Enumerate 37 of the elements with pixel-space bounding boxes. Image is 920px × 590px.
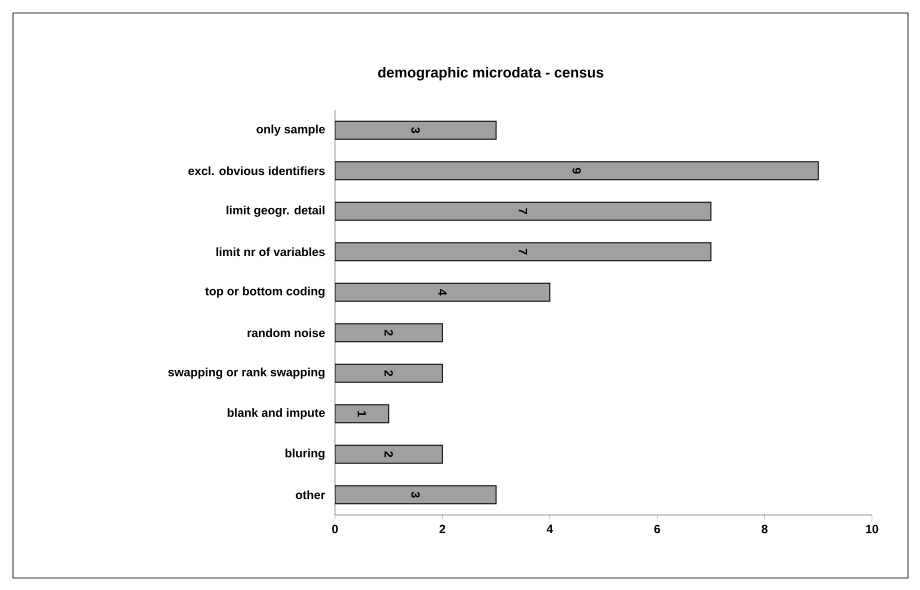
- y-tick-label: limit nr of variables: [216, 247, 325, 256]
- bar: [335, 323, 443, 342]
- x-tick-label: 8: [762, 524, 768, 534]
- x-tick-label: 10: [866, 524, 878, 534]
- y-tick-label: bluring: [286, 448, 324, 460]
- bar: [335, 404, 390, 424]
- data-label: 7: [518, 248, 528, 255]
- y-tick-label: swapping or rank swapping: [168, 368, 324, 379]
- bar: [335, 485, 497, 504]
- data-label: 2: [384, 330, 393, 336]
- data-label: 1: [358, 411, 366, 417]
- bar: [335, 120, 497, 140]
- bar: [335, 242, 712, 262]
- bar: [335, 444, 443, 464]
- data-label: 9: [572, 168, 581, 174]
- data-label: 4: [438, 289, 447, 296]
- data-label: 2: [384, 451, 393, 458]
- data-label: 2: [384, 370, 393, 376]
- bar: [335, 202, 712, 221]
- y-tick-label: limit geogr. detail: [226, 206, 324, 217]
- y-tick-label: other: [296, 490, 326, 500]
- bar: [335, 161, 819, 180]
- x-tick-label: 2: [439, 524, 446, 534]
- x-tick-label: 6: [654, 524, 660, 534]
- chart-title: demographic microdata - census: [378, 66, 604, 80]
- y-tick-label: blank and impute: [228, 408, 325, 420]
- data-label: 7: [518, 208, 528, 214]
- y-tick-label: random noise: [248, 328, 325, 338]
- bar: [335, 282, 550, 302]
- x-tick-label: 4: [546, 524, 554, 533]
- y-tick-label: only sample: [256, 124, 325, 136]
- x-tick-label: 0: [332, 524, 338, 534]
- data-label: 3: [411, 492, 420, 498]
- y-tick-label: top or bottom coding: [205, 286, 324, 298]
- data-label: 3: [411, 127, 420, 134]
- y-tick-label: excl. obvious identifiers: [188, 166, 325, 176]
- bar: [335, 364, 443, 383]
